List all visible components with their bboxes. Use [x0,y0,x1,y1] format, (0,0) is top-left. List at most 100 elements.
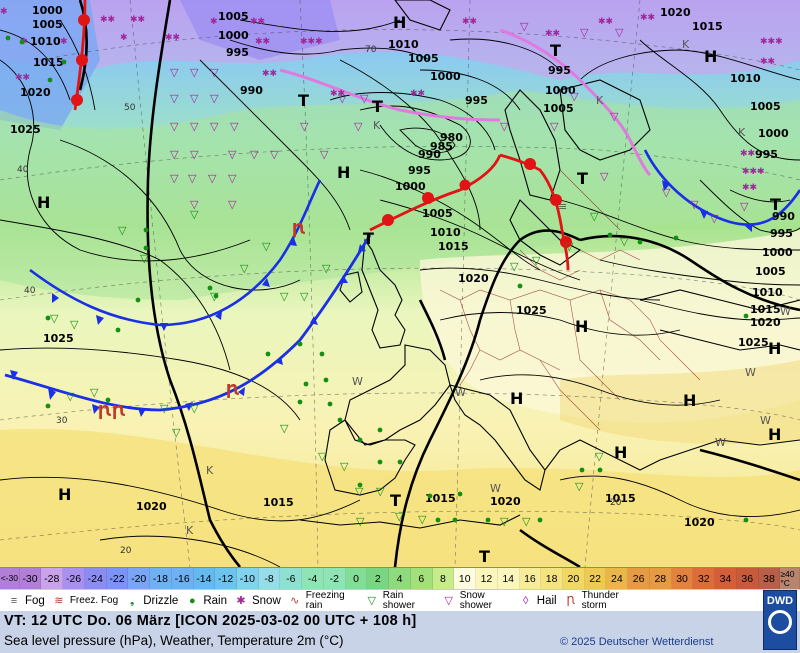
rain-shower-icon: ▽ [367,594,376,607]
scale-cell: 6 [410,568,433,589]
pressure-label: 1005 [543,102,574,115]
scale-cell: 10 [454,568,477,589]
low-center: T [550,41,561,60]
svg-text:50: 50 [124,103,136,113]
pressure-label: 1015 [438,240,469,253]
low-center: T [577,169,588,188]
svg-text:W: W [490,482,501,495]
freezing-fog-icon: ≋ [54,594,64,607]
svg-text:▽: ▽ [228,198,237,211]
svg-text:▽: ▽ [270,148,279,161]
high-center: H [704,47,717,66]
svg-text:▽: ▽ [570,90,579,103]
svg-text:✱✱: ✱✱ [598,17,613,27]
svg-text:▽: ▽ [118,224,127,237]
scale-cell: -22 [106,568,129,589]
svg-text:▽: ▽ [338,92,347,105]
pressure-label: 1005 [750,100,781,113]
svg-text:▽: ▽ [360,92,369,105]
scale-cell: 22 [584,568,607,589]
hail-icon: ◊ [523,594,529,607]
svg-text:▽: ▽ [228,148,237,161]
weather-map: 1000 1005 1010 1015 1020 1025 1005 1000 … [0,0,800,567]
pressure-centers: H H T T T H H H H T H H H H H T T T T H [37,13,781,566]
legend-label: Drizzle [143,594,179,607]
legend-label: Freez. Fog [69,594,119,606]
pressure-label: 1020 [458,272,489,285]
svg-text:▽: ▽ [300,290,309,303]
high-center: H [768,339,781,358]
drizzle-icon: ❟ [130,594,135,607]
pressure-label: 1020 [136,500,167,513]
pressure-label: 1015 [692,20,723,33]
svg-text:▽: ▽ [160,402,169,415]
svg-text:▽: ▽ [615,26,624,39]
scale-cell: 4 [389,568,411,589]
pressure-label: 1025 [516,304,547,317]
svg-text:▽: ▽ [190,198,199,211]
svg-text:▽: ▽ [662,186,671,199]
svg-text:▽: ▽ [565,240,574,253]
scale-cell: 26 [628,568,650,589]
pressure-label: 1025 [10,123,41,136]
pressure-label: 1015 [33,56,64,69]
svg-text:▽: ▽ [550,120,559,133]
svg-text:▽: ▽ [355,485,364,498]
svg-text:▽: ▽ [318,450,327,463]
snow-icon: ✱ [236,594,246,607]
pressure-label: 995 [408,164,431,177]
svg-text:▽: ▽ [395,510,404,523]
svg-text:▽: ▽ [280,290,289,303]
svg-text:▽: ▽ [620,235,629,248]
svg-text:▽: ▽ [210,66,219,79]
scale-cell: -26 [63,568,85,589]
svg-text:✱✱: ✱✱ [545,29,560,39]
pressure-label: 1010 [430,226,461,239]
svg-text:▽: ▽ [500,120,509,133]
pressure-label: 995 [770,227,793,240]
pressure-label: 990 [418,148,441,161]
scale-cell: -8 [258,568,281,589]
pressure-label: 1020 [684,516,715,529]
pressure-label: 990 [772,210,795,223]
scale-cell: -6 [280,568,303,589]
scale-cell: -18 [150,568,172,589]
svg-text:▽: ▽ [280,422,289,435]
svg-text:▽: ▽ [210,120,219,133]
copyright: © 2025 Deutscher Wetterdienst [560,636,714,648]
svg-text:▽: ▽ [510,260,519,273]
scale-cell: 14 [497,568,520,589]
svg-text:✱✱: ✱✱ [410,89,425,99]
svg-text:✱: ✱ [60,37,68,47]
scale-cell: -4 [302,568,324,589]
snow-shower-icon: ▽ [444,594,453,607]
svg-text:▽: ▽ [170,66,179,79]
svg-text:▽: ▽ [172,426,181,439]
pressure-label: 995 [755,148,778,161]
legend-item: Ꞃ Thunder storm [563,590,634,611]
svg-text:▽: ▽ [190,120,199,133]
svg-text:✱✱: ✱✱ [250,17,265,27]
pressure-label: 980 [440,131,463,144]
pressure-label: 1025 [43,332,74,345]
svg-text:20: 20 [610,498,622,508]
svg-text:✱✱: ✱✱ [262,69,277,79]
pressure-label: 1015 [605,492,636,505]
legend-item: ∿ Freezing rain [287,590,358,611]
pressure-label: 1000 [218,29,249,42]
scale-cell: -20 [128,568,151,589]
low-center: T [363,229,374,248]
svg-text:▽: ▽ [580,26,589,39]
pressure-label: 1020 [20,86,51,99]
pressure-label: 1000 [545,84,576,97]
low-center: T [298,91,309,110]
svg-text:✱: ✱ [120,33,128,43]
svg-text:≡: ≡ [558,200,567,213]
high-center: H [337,163,350,182]
legend-label: Snow [251,594,281,607]
scale-cell: -30 [19,568,42,589]
svg-text:▽: ▽ [170,92,179,105]
svg-text:K: K [206,464,214,477]
legend-label: Rain [203,594,227,607]
pressure-labels: 1000 1005 1010 1015 1020 1025 1005 1000 … [10,4,795,529]
